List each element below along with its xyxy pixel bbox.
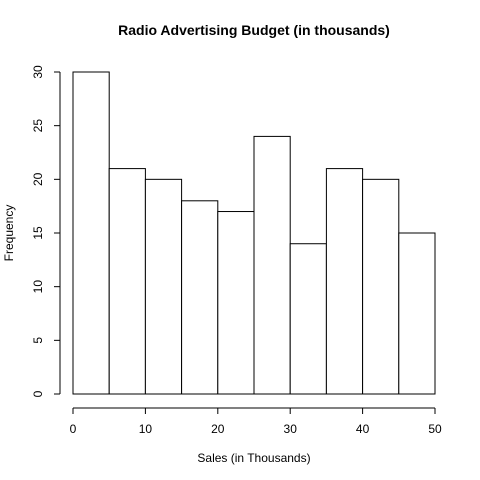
histogram-bar bbox=[144, 178, 183, 395]
x-tick-label: 20 bbox=[211, 422, 225, 436]
x-tick-label: 30 bbox=[284, 422, 298, 436]
y-tick-label: 5 bbox=[31, 337, 45, 344]
x-tick-label: 0 bbox=[70, 422, 77, 436]
bars-group bbox=[72, 71, 436, 395]
y-tick-label: 15 bbox=[31, 226, 45, 240]
histogram-bar bbox=[362, 178, 400, 395]
histogram-bar bbox=[181, 200, 219, 395]
histogram-bar bbox=[398, 232, 436, 395]
x-tick-label: 40 bbox=[356, 422, 370, 436]
x-axis-label: Sales (in Thousands) bbox=[197, 451, 310, 465]
y-axis-label: Frequency bbox=[2, 205, 16, 262]
histogram-bar bbox=[325, 168, 364, 395]
histogram-bar bbox=[108, 168, 146, 395]
histogram-bar bbox=[72, 71, 110, 395]
chart-title: Radio Advertising Budget (in thousands) bbox=[118, 22, 390, 38]
y-tick-label: 30 bbox=[31, 65, 45, 79]
y-tick-label: 20 bbox=[31, 172, 45, 186]
x-tick-label: 10 bbox=[139, 422, 153, 436]
y-tick-label: 10 bbox=[31, 280, 45, 294]
histogram-bar bbox=[289, 243, 327, 395]
x-tick-label: 50 bbox=[428, 422, 442, 436]
histogram-bar bbox=[253, 135, 291, 395]
x-axis: 0 10 20 30 40 50 bbox=[70, 407, 442, 436]
y-tick-label: 25 bbox=[31, 119, 45, 133]
y-axis: 0 5 10 15 20 25 30 bbox=[31, 65, 61, 397]
histogram-bar bbox=[217, 211, 255, 395]
y-tick-label: 0 bbox=[31, 390, 45, 397]
